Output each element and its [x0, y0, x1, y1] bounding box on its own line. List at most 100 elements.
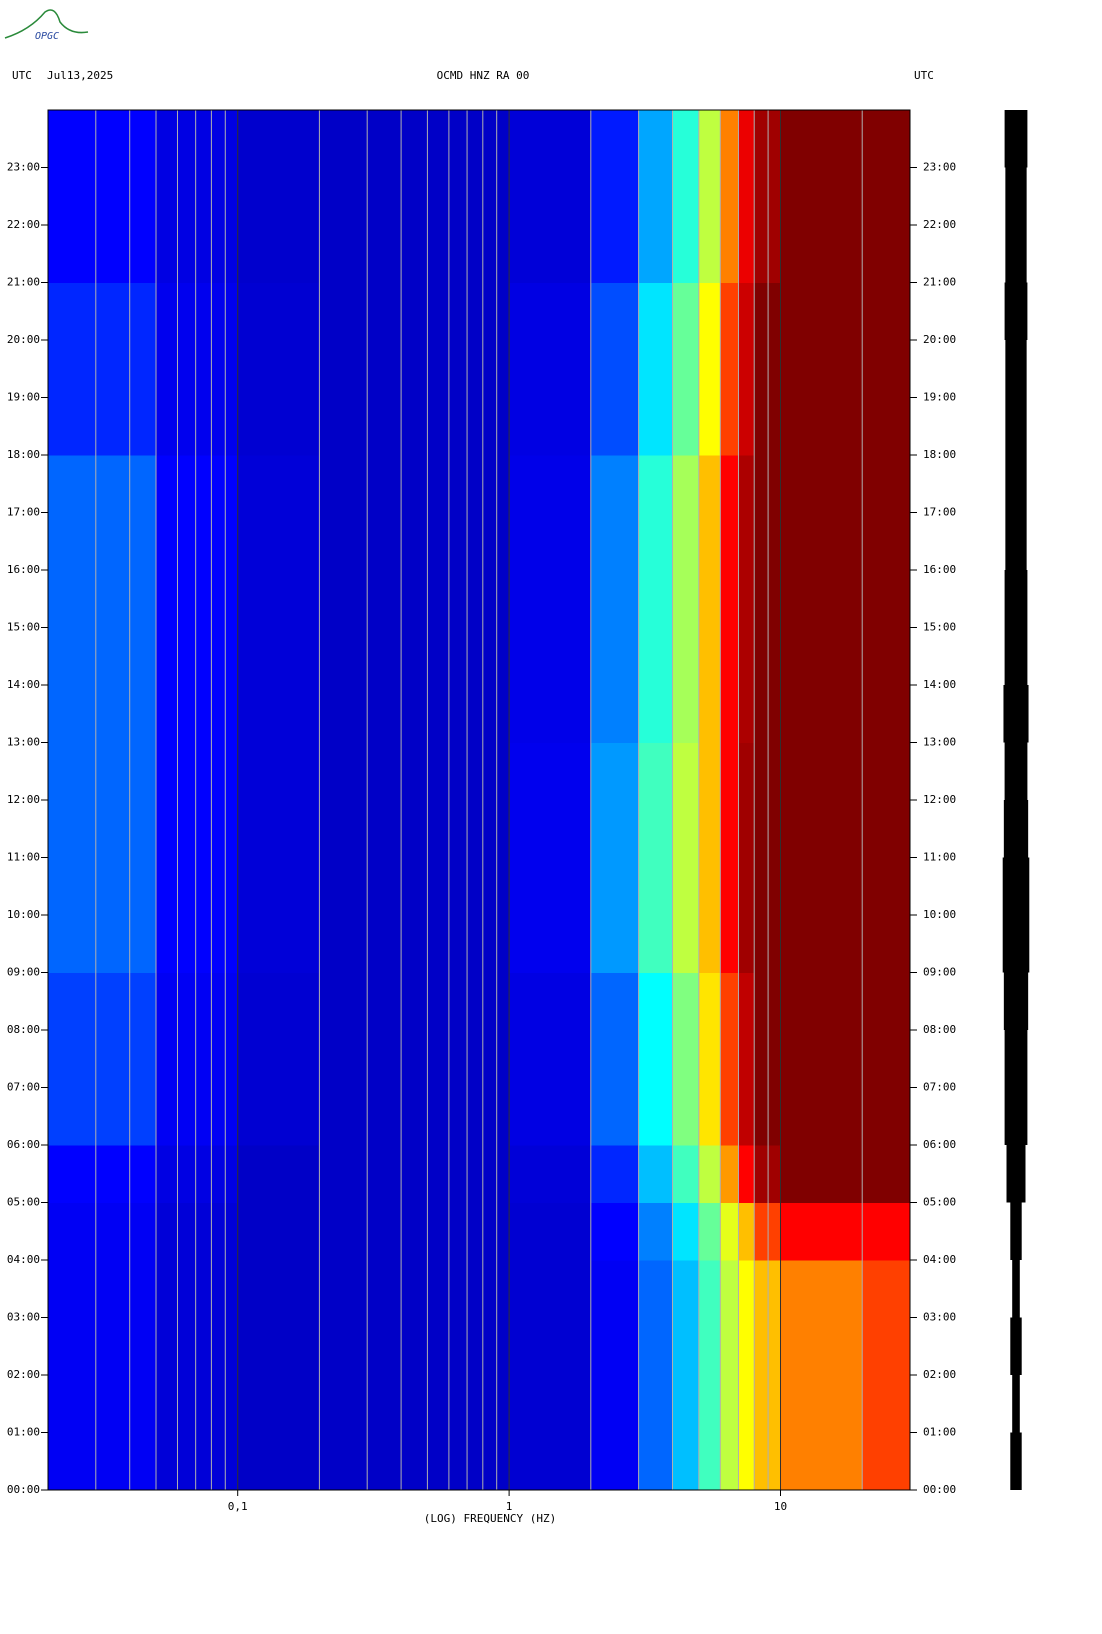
- cell: [862, 570, 911, 628]
- cell: [780, 1432, 829, 1491]
- cell: [237, 167, 320, 226]
- cell: [780, 340, 829, 398]
- cell: [738, 570, 755, 628]
- cell: [156, 800, 239, 858]
- y-tick-label-right: 06:00: [923, 1138, 956, 1151]
- cell: [509, 972, 592, 1031]
- cell: [862, 1432, 911, 1491]
- cell: [156, 1375, 239, 1433]
- cell: [509, 1375, 592, 1433]
- x-axis-label: (LOG) FREQUENCY (HZ): [424, 1512, 556, 1525]
- cell: [862, 1317, 911, 1376]
- cell: [720, 972, 739, 1031]
- y-tick-label: 00:00: [7, 1483, 40, 1496]
- cell: [638, 1087, 674, 1146]
- cell: [156, 570, 239, 628]
- cell: [509, 570, 592, 628]
- cell: [509, 397, 592, 456]
- cell: [48, 570, 157, 628]
- cell: [738, 742, 755, 801]
- y-tick-label: 04:00: [7, 1253, 40, 1266]
- cell: [509, 282, 592, 341]
- y-tick-label: 15:00: [7, 621, 40, 634]
- cell: [780, 282, 829, 341]
- cell: [509, 1432, 592, 1491]
- cell: [156, 282, 239, 341]
- cell: [427, 282, 510, 341]
- y-tick-label: 11:00: [7, 851, 40, 864]
- cell: [319, 857, 428, 916]
- cell: [828, 167, 863, 226]
- cell: [638, 282, 674, 341]
- cell: [828, 1317, 863, 1376]
- cell: [319, 1375, 428, 1433]
- cell: [156, 397, 239, 456]
- cell: [509, 110, 592, 168]
- logo-curve: [4, 9, 89, 39]
- cell: [698, 1260, 721, 1318]
- cell: [862, 857, 911, 916]
- cell: [862, 915, 911, 973]
- y-tick-label-right: 23:00: [923, 161, 956, 174]
- cell: [828, 915, 863, 973]
- cell: [672, 742, 700, 801]
- cell: [720, 1202, 739, 1261]
- cell: [720, 1145, 739, 1203]
- y-tick-label-right: 16:00: [923, 563, 956, 576]
- cell: [590, 915, 640, 973]
- cell: [672, 397, 700, 456]
- cell: [738, 1202, 755, 1261]
- cell: [738, 972, 755, 1031]
- logo: OPGC: [4, 9, 89, 42]
- cell: [237, 857, 320, 916]
- cell: [672, 455, 700, 513]
- cell: [720, 1087, 739, 1146]
- cell: [319, 972, 428, 1031]
- cell: [319, 1432, 428, 1491]
- cell: [720, 340, 739, 398]
- cell: [828, 685, 863, 743]
- cell: [828, 972, 863, 1031]
- cell: [48, 340, 157, 398]
- cell: [590, 742, 640, 801]
- cell: [509, 742, 592, 801]
- cell: [590, 1432, 640, 1491]
- cell: [590, 685, 640, 743]
- x-tick-label: 1: [506, 1500, 513, 1513]
- cell: [780, 627, 829, 686]
- cell: [509, 1202, 592, 1261]
- cell: [672, 512, 700, 571]
- cell: [427, 397, 510, 456]
- cell: [862, 1375, 911, 1433]
- cell: [698, 857, 721, 916]
- cell: [738, 1260, 755, 1318]
- cell: [156, 1260, 239, 1318]
- cell: [698, 1202, 721, 1261]
- cell: [780, 512, 829, 571]
- cell: [698, 915, 721, 973]
- cell: [237, 397, 320, 456]
- cell: [156, 742, 239, 801]
- cell: [828, 225, 863, 283]
- cell: [590, 455, 640, 513]
- cell: [738, 340, 755, 398]
- cell: [698, 685, 721, 743]
- cell: [828, 627, 863, 686]
- cell: [156, 1432, 239, 1491]
- cell: [590, 1375, 640, 1433]
- cell: [698, 1317, 721, 1376]
- cell: [48, 1087, 157, 1146]
- cell: [638, 1202, 674, 1261]
- cell: [156, 1145, 239, 1203]
- cell: [862, 225, 911, 283]
- cell: [698, 225, 721, 283]
- cell: [638, 570, 674, 628]
- cell: [590, 627, 640, 686]
- cell: [427, 1202, 510, 1261]
- cell: [720, 1432, 739, 1491]
- cell: [780, 1375, 829, 1433]
- y-tick-label-right: 18:00: [923, 448, 956, 461]
- cell: [237, 282, 320, 341]
- cell: [720, 282, 739, 341]
- cell: [590, 282, 640, 341]
